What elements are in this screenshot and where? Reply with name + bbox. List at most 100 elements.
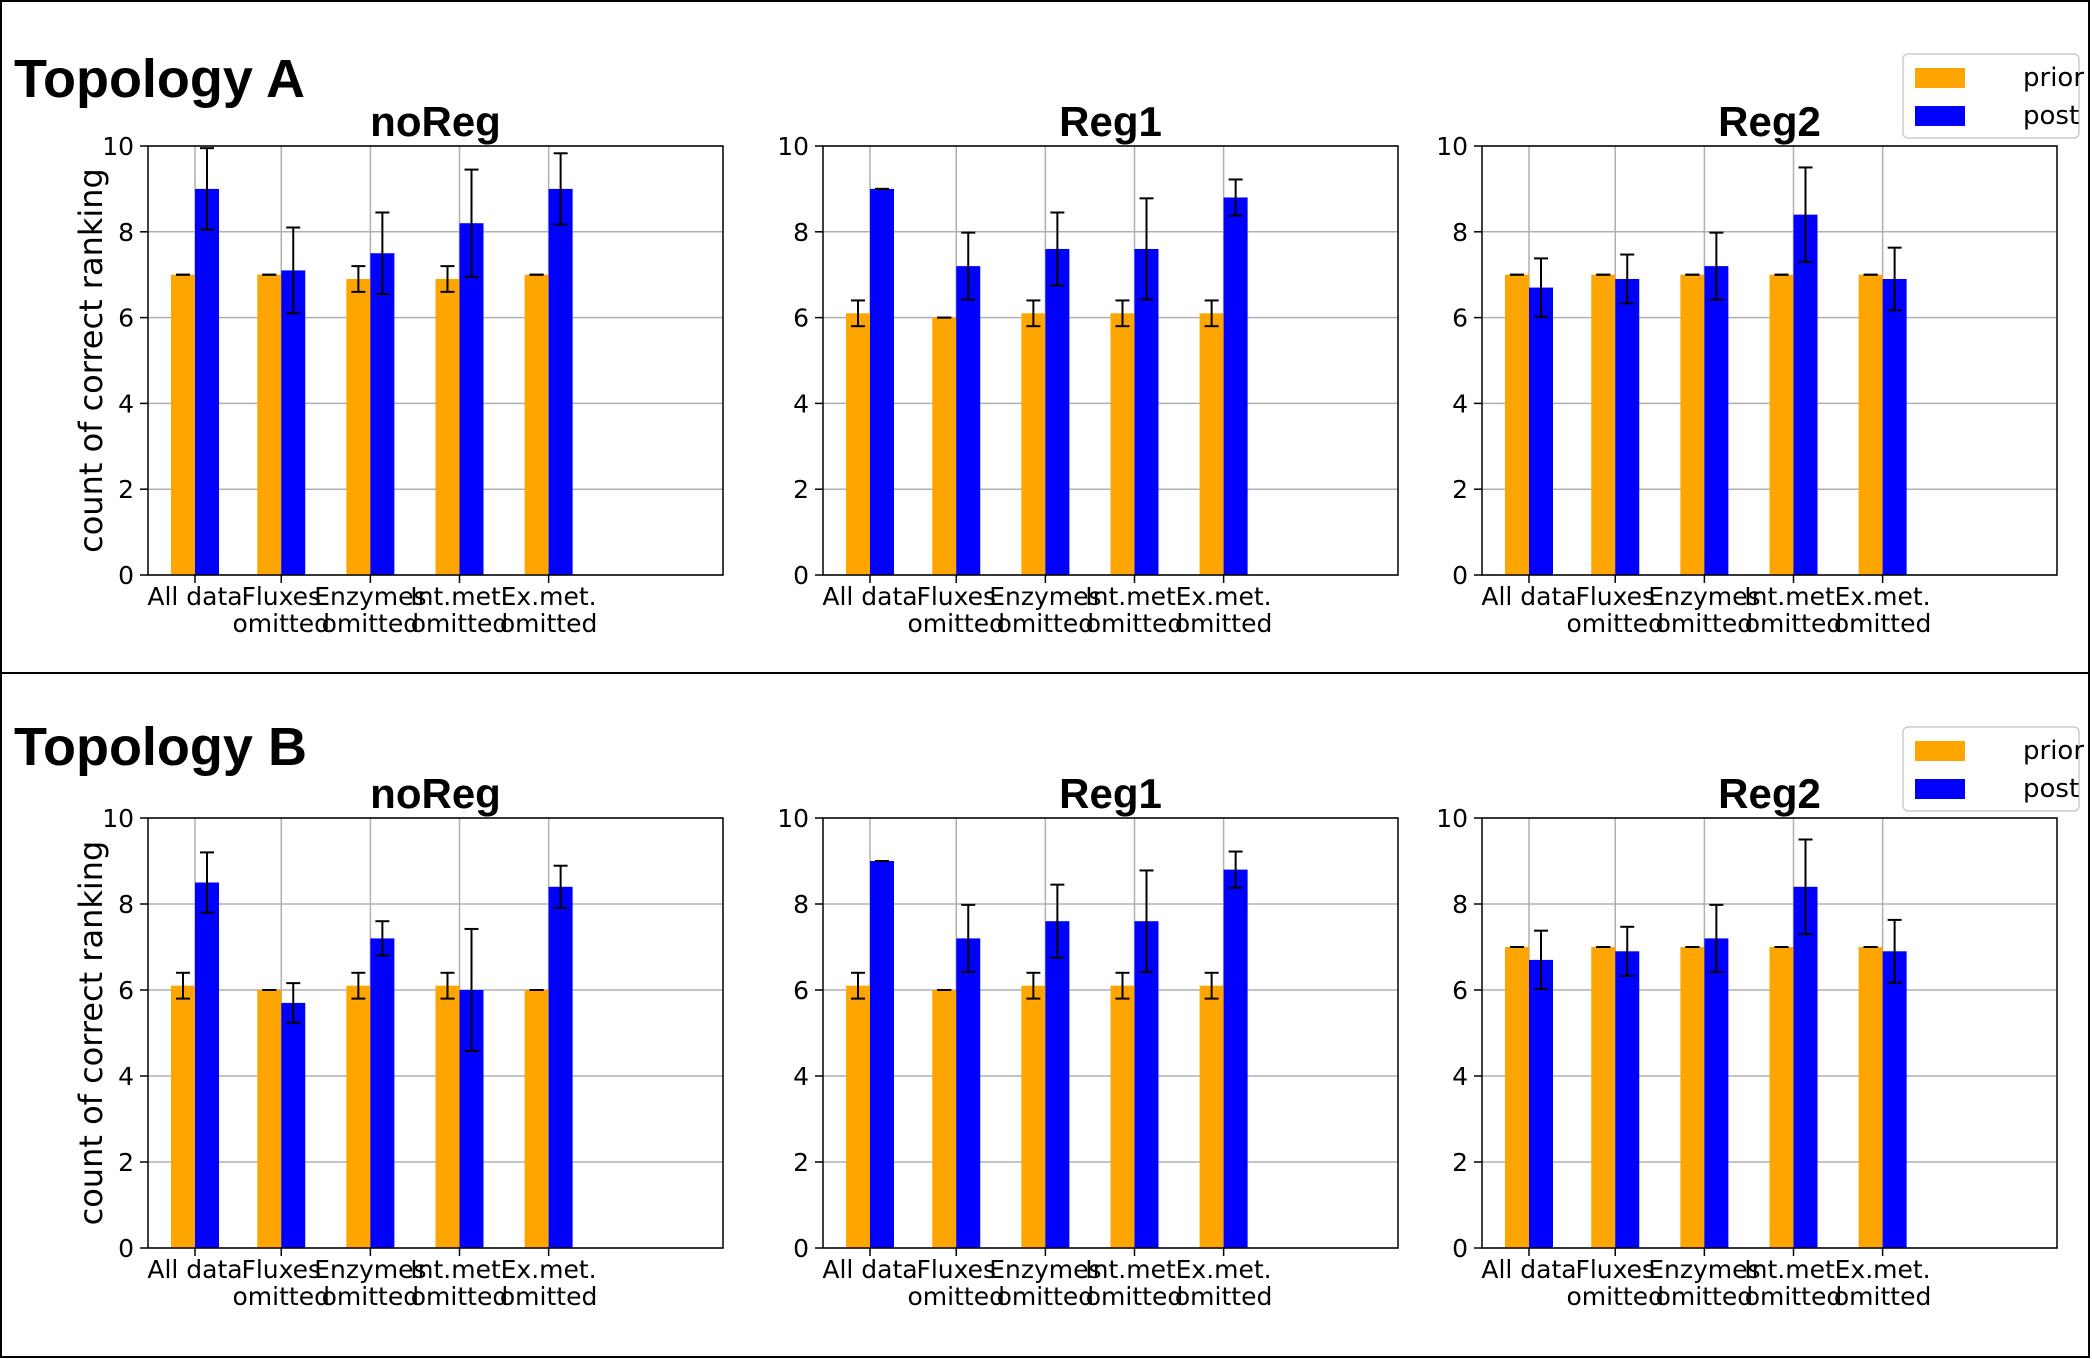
x-tick-label: Int.met. [1085, 1255, 1183, 1284]
y-tick-label: 8 [793, 890, 809, 919]
bar-post [956, 938, 981, 1248]
x-tick-label: Fluxes [916, 1255, 996, 1284]
x-tick-label: omitted [1086, 1282, 1183, 1311]
bar-post [1615, 951, 1640, 1248]
y-tick-label: 4 [1452, 389, 1468, 418]
bar-post [1882, 951, 1907, 1248]
bar-prior [846, 313, 870, 575]
bar-post [1045, 921, 1070, 1248]
y-tick-label: 2 [793, 475, 809, 504]
x-tick-label: Ex.met. [501, 1255, 597, 1284]
x-tick-label: omitted [411, 609, 508, 638]
bar-post [1134, 248, 1159, 575]
x-tick-label: omitted [500, 1282, 597, 1311]
y-tick-label: 4 [118, 389, 134, 418]
x-tick-label: Enzymes [1648, 1255, 1760, 1284]
y-axis-label: count of correct ranking [72, 168, 110, 553]
y-tick-label: 6 [1452, 304, 1468, 333]
legend-swatch-prior [1915, 68, 1965, 88]
bar-prior [171, 985, 195, 1248]
bar-post [1223, 197, 1248, 576]
bar-post [370, 938, 395, 1248]
bar-prior [435, 278, 460, 575]
y-tick-label: 10 [777, 804, 809, 833]
y-tick-label: 8 [1452, 890, 1468, 919]
x-tick-label: omitted [1745, 1282, 1842, 1311]
x-tick-label: Fluxes [241, 1255, 321, 1284]
bar-post [1793, 214, 1818, 575]
x-tick-label: omitted [233, 609, 330, 638]
bar-prior [1021, 985, 1046, 1248]
x-tick-label: omitted [1834, 609, 1931, 638]
legend-label-prior: prior [2023, 63, 2084, 93]
x-tick-label: omitted [322, 1282, 419, 1311]
y-tick-label: 6 [793, 976, 809, 1005]
y-tick-label: 6 [118, 976, 134, 1005]
x-tick-label: All data [1481, 1255, 1576, 1284]
x-tick-label: Fluxes [916, 582, 996, 611]
x-tick-label: Ex.met. [1835, 1255, 1931, 1284]
plot-frame [147, 817, 724, 1249]
bar-prior [171, 274, 195, 575]
y-tick-label: 8 [118, 218, 134, 247]
bar-post [956, 266, 981, 575]
x-tick-label: Int.met. [1744, 582, 1842, 611]
bar-post [548, 188, 573, 575]
x-tick-label: Int.met. [1085, 582, 1183, 611]
y-tick-label: 6 [793, 304, 809, 333]
bar-prior [1769, 947, 1794, 1248]
legend-swatch-post [1915, 106, 1965, 126]
bar-prior [932, 990, 957, 1248]
x-tick-label: Ex.met. [501, 582, 597, 611]
y-tick-label: 2 [793, 1148, 809, 1177]
bar-prior [524, 274, 549, 575]
bar-prior [257, 990, 282, 1248]
x-tick-label: Fluxes [241, 582, 321, 611]
bar-post [1529, 287, 1553, 575]
y-tick-label: 10 [777, 132, 809, 161]
subplot-title-reg2-a: Reg2 [1718, 98, 1821, 145]
x-tick-label: All data [822, 1255, 917, 1284]
x-tick-label: Enzymes [989, 1255, 1101, 1284]
bar-prior [932, 317, 957, 575]
x-tick-label: omitted [1175, 609, 1272, 638]
y-tick-label: 10 [102, 132, 134, 161]
y-tick-label: 0 [793, 1234, 809, 1263]
x-tick-label: All data [1481, 582, 1576, 611]
y-tick-label: 0 [118, 561, 134, 590]
y-tick-label: 0 [118, 1234, 134, 1263]
subplot-title-reg1-b: Reg1 [1059, 770, 1162, 817]
x-tick-label: omitted [908, 609, 1005, 638]
bar-prior [257, 274, 282, 575]
y-tick-label: 0 [793, 561, 809, 590]
plot-frame [147, 145, 724, 576]
bar-post [1793, 886, 1818, 1248]
bar-post [1615, 278, 1640, 575]
y-tick-label: 6 [1452, 976, 1468, 1005]
x-tick-label: Enzymes [314, 582, 426, 611]
x-tick-label: omitted [1656, 1282, 1753, 1311]
bar-post [1704, 938, 1729, 1248]
bar-post [370, 253, 395, 575]
x-tick-label: All data [822, 582, 917, 611]
subplot-title-noreg-a: noReg [370, 98, 501, 145]
x-tick-label: omitted [1745, 609, 1842, 638]
legend-swatch-prior [1915, 741, 1965, 761]
y-tick-label: 2 [118, 1148, 134, 1177]
subplot-title-reg1-a: Reg1 [1059, 98, 1162, 145]
bar-prior [1769, 274, 1794, 575]
bar-prior [1858, 947, 1883, 1248]
y-tick-label: 4 [118, 1062, 134, 1091]
bar-prior [1858, 274, 1883, 575]
y-tick-label: 10 [1436, 132, 1468, 161]
bar-prior [1199, 985, 1224, 1248]
x-tick-label: omitted [1175, 1282, 1272, 1311]
bar-prior [1021, 313, 1046, 575]
y-axis-label: count of correct ranking [72, 841, 110, 1226]
x-tick-label: Ex.met. [1176, 582, 1272, 611]
legend-label-post: post [2023, 101, 2079, 131]
bar-post [195, 882, 219, 1248]
bar-prior [846, 985, 870, 1248]
x-tick-label: Fluxes [1575, 1255, 1655, 1284]
